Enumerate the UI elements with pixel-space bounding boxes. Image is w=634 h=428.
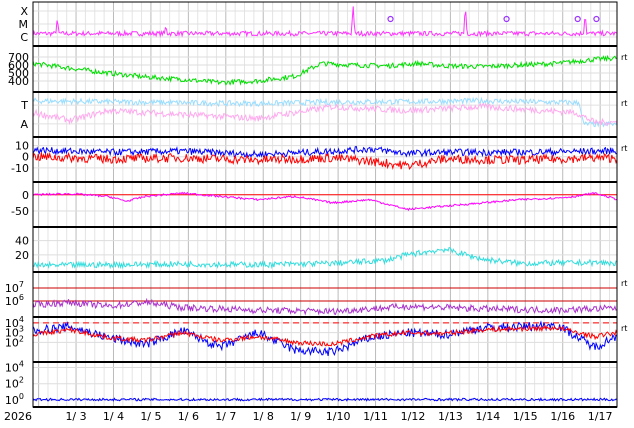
x-tick-label: 1/ 4 [103, 410, 124, 423]
y-tick-label: 100 [5, 392, 24, 407]
x-tick-label: 1/16 [550, 410, 575, 423]
y-tick-label: 700 [8, 51, 29, 64]
right-label: rt [621, 53, 627, 62]
y-tick-label: -10 [11, 162, 29, 175]
y-tick-label: T [20, 99, 28, 112]
y-tick-label: 40 [15, 235, 29, 248]
series-line-imf-1 [32, 151, 618, 171]
x-tick-label: 1/ 5 [140, 410, 161, 423]
tick-labels-layer: 1/ 3 1/ 4 1/ 5 1/ 6 1/ 7 1/ 8 1/ 9 1/10 1/11 1/12… [5, 5, 628, 423]
x-tick-label: 1/ 3 [65, 410, 86, 423]
y-tick-label: A [20, 118, 28, 131]
series-line-flare-class-0 [32, 6, 618, 38]
y-tick-label: 500 [8, 67, 29, 80]
series-line-proton-flux-0 [32, 320, 618, 357]
right-label: rt [621, 324, 627, 333]
y-tick-label: 103 [5, 325, 24, 340]
x-tick-label: 1/14 [475, 410, 500, 423]
y-tick-label: 20 [15, 249, 29, 262]
right-label: rt [621, 279, 627, 288]
y-tick-label: -50 [11, 205, 29, 218]
flare-marker [387, 15, 394, 23]
x-tick-label: 1/ 9 [290, 410, 311, 423]
series-line-proton-flux-1 [32, 324, 618, 347]
y-tick-label: 400 [8, 75, 29, 88]
y-tick-label: 10 [15, 140, 29, 153]
x-tick-label: 1/11 [363, 410, 388, 423]
y-tick-label: 104 [5, 315, 24, 330]
series-line-imf-0 [32, 145, 618, 159]
y-tick-label: X [20, 5, 28, 18]
y-tick-label: 107 [5, 280, 24, 295]
x-tick-label: 1/ 7 [215, 410, 236, 423]
x-tick-label: 1/17 [588, 410, 613, 423]
x-tick-label: 1/15 [513, 410, 538, 423]
y-tick-label: 106 [5, 293, 24, 308]
reference-lines-layer [33, 194, 617, 324]
flare-marker [574, 15, 581, 23]
chart-frame [32, 1, 618, 408]
y-tick-label: 0 [22, 151, 29, 164]
series-line-density-0 [32, 247, 618, 270]
right-label: rt [621, 144, 627, 153]
x-tick-label: 1/10 [326, 410, 351, 423]
x-tick-label: 1/12 [401, 410, 426, 423]
y-tick-label: 104 [5, 359, 24, 374]
flare-marker [593, 15, 600, 23]
x-tick-label: 1/13 [438, 410, 463, 423]
x-tick-label: 1/ 6 [178, 410, 199, 423]
right-label: rt [621, 99, 627, 108]
year-label: 2026 [4, 410, 32, 423]
x-tick-label: 1/ 8 [253, 410, 274, 423]
series-line-electron-flux-0 [32, 297, 618, 316]
y-tick-label: 102 [5, 334, 24, 349]
y-tick-label: 102 [5, 376, 24, 391]
series-line-proton-high-0 [32, 397, 618, 402]
series-line-temperature-0 [32, 96, 618, 128]
y-tick-label: C [20, 31, 28, 44]
series-layer [32, 6, 618, 402]
y-tick-label: 0 [22, 189, 29, 202]
frame-layer [32, 1, 618, 408]
series-line-temperature-1 [32, 102, 618, 126]
y-tick-label: M [19, 18, 29, 31]
series-line-dst-0 [32, 191, 618, 212]
series-line-speed-0 [32, 54, 618, 86]
flare-marker [503, 15, 510, 23]
y-tick-label: 600 [8, 59, 29, 72]
